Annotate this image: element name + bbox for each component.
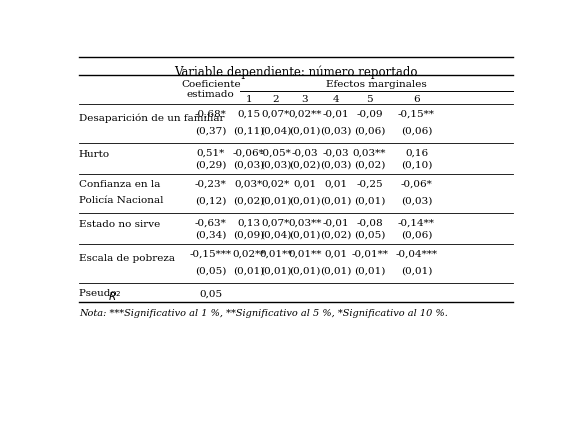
Text: (0,06): (0,06) [401,230,432,239]
Text: Policía Nacional: Policía Nacional [79,196,163,205]
Text: -0,04***: -0,04*** [395,250,437,259]
Text: (0,02): (0,02) [233,196,264,205]
Text: (0,03): (0,03) [401,196,432,205]
Text: 0,01**: 0,01** [288,250,321,259]
Text: 0,15: 0,15 [237,110,260,119]
Text: 5: 5 [366,95,373,104]
Text: (0,01): (0,01) [289,230,320,239]
Text: (0,01): (0,01) [289,196,320,205]
Text: (0,01): (0,01) [320,266,351,275]
Text: Estado no sirve: Estado no sirve [79,219,160,229]
Text: Variable dependiente: número reportado: Variable dependiente: número reportado [174,65,418,78]
Text: (0,04): (0,04) [260,126,291,135]
Text: -0,01**: -0,01** [351,250,388,259]
Text: Hurto: Hurto [79,150,110,159]
Text: (0,03): (0,03) [233,161,264,170]
Text: (0,01): (0,01) [354,266,385,275]
Text: -0,06*: -0,06* [400,180,432,189]
Text: -0,03: -0,03 [291,149,318,158]
Text: (0,06): (0,06) [401,126,432,135]
Text: 0,01: 0,01 [324,250,347,259]
Text: -0,03: -0,03 [323,149,349,158]
Text: (0,10): (0,10) [401,161,432,170]
Text: -0,14**: -0,14** [398,219,435,227]
Text: 0,03**: 0,03** [353,149,386,158]
Text: Coeficiente
estimado: Coeficiente estimado [181,80,241,99]
Text: (0,02): (0,02) [289,161,320,170]
Text: (0,06): (0,06) [354,126,385,135]
Text: 0,03*: 0,03* [235,180,263,189]
Text: (0,05): (0,05) [354,230,385,239]
Text: (0,01): (0,01) [233,266,264,275]
Text: (0,01): (0,01) [354,196,385,205]
Text: (0,03): (0,03) [320,161,351,170]
Text: 0,01: 0,01 [293,180,316,189]
Text: (0,03): (0,03) [260,161,291,170]
Text: -0,68*: -0,68* [195,110,227,119]
Text: 3: 3 [301,95,308,104]
Text: 0,02*: 0,02* [261,180,290,189]
Text: 0,01**: 0,01** [259,250,293,259]
Text: -0,01: -0,01 [323,219,349,227]
Text: (0,11): (0,11) [233,126,264,135]
Text: Confianza en la: Confianza en la [79,180,160,189]
Text: (0,02): (0,02) [354,161,385,170]
Text: 0,02**: 0,02** [288,110,321,119]
Text: (0,04): (0,04) [260,230,291,239]
Text: (0,01): (0,01) [401,266,432,275]
Text: (0,01): (0,01) [289,266,320,275]
Text: -0,23*: -0,23* [195,180,227,189]
Text: -0,15***: -0,15*** [190,250,232,259]
Text: (0,05): (0,05) [195,266,226,275]
Text: 0,02**: 0,02** [232,250,265,259]
Text: Pseudo: Pseudo [79,288,119,298]
Text: 0,51*: 0,51* [197,149,225,158]
Text: (0,29): (0,29) [195,161,226,170]
Text: -0,15**: -0,15** [398,110,435,119]
Text: (0,01): (0,01) [260,266,291,275]
Text: 1: 1 [245,95,252,104]
Text: -0,01: -0,01 [323,110,349,119]
Text: (0,09): (0,09) [233,230,264,239]
Text: 4: 4 [333,95,339,104]
Text: 6: 6 [413,95,419,104]
Text: Escala de pobreza: Escala de pobreza [79,253,175,262]
Text: -0,05*: -0,05* [260,149,291,158]
Text: -0,08: -0,08 [356,219,383,227]
Text: 0,03**: 0,03** [288,219,321,227]
Text: (0,37): (0,37) [195,126,226,135]
Text: -0,06*: -0,06* [233,149,265,158]
Text: 0,16: 0,16 [405,149,428,158]
Text: Desaparición de un familiar: Desaparición de un familiar [79,113,224,123]
Text: 0,01: 0,01 [324,180,347,189]
Text: $R^2$: $R^2$ [108,288,122,302]
Text: -0,25: -0,25 [356,180,383,189]
Text: -0,09: -0,09 [356,110,383,119]
Text: 0,13: 0,13 [237,219,260,227]
Text: 0,05: 0,05 [199,288,222,298]
Text: (0,01): (0,01) [260,196,291,205]
Text: (0,01): (0,01) [289,126,320,135]
Text: Nota: ***Significativo al 1 %, **Significativo al 5 %, *Significativo al 10 %.: Nota: ***Significativo al 1 %, **Signifi… [79,308,448,317]
Text: (0,12): (0,12) [195,196,226,205]
Text: 2: 2 [272,95,279,104]
Text: (0,01): (0,01) [320,196,351,205]
Text: (0,34): (0,34) [195,230,226,239]
Text: -0,63*: -0,63* [195,219,227,227]
Text: (0,02): (0,02) [320,230,351,239]
Text: 0,07*: 0,07* [261,110,290,119]
Text: 0,07*: 0,07* [261,219,290,227]
Text: Efectos marginales: Efectos marginales [326,80,426,89]
Text: (0,03): (0,03) [320,126,351,135]
